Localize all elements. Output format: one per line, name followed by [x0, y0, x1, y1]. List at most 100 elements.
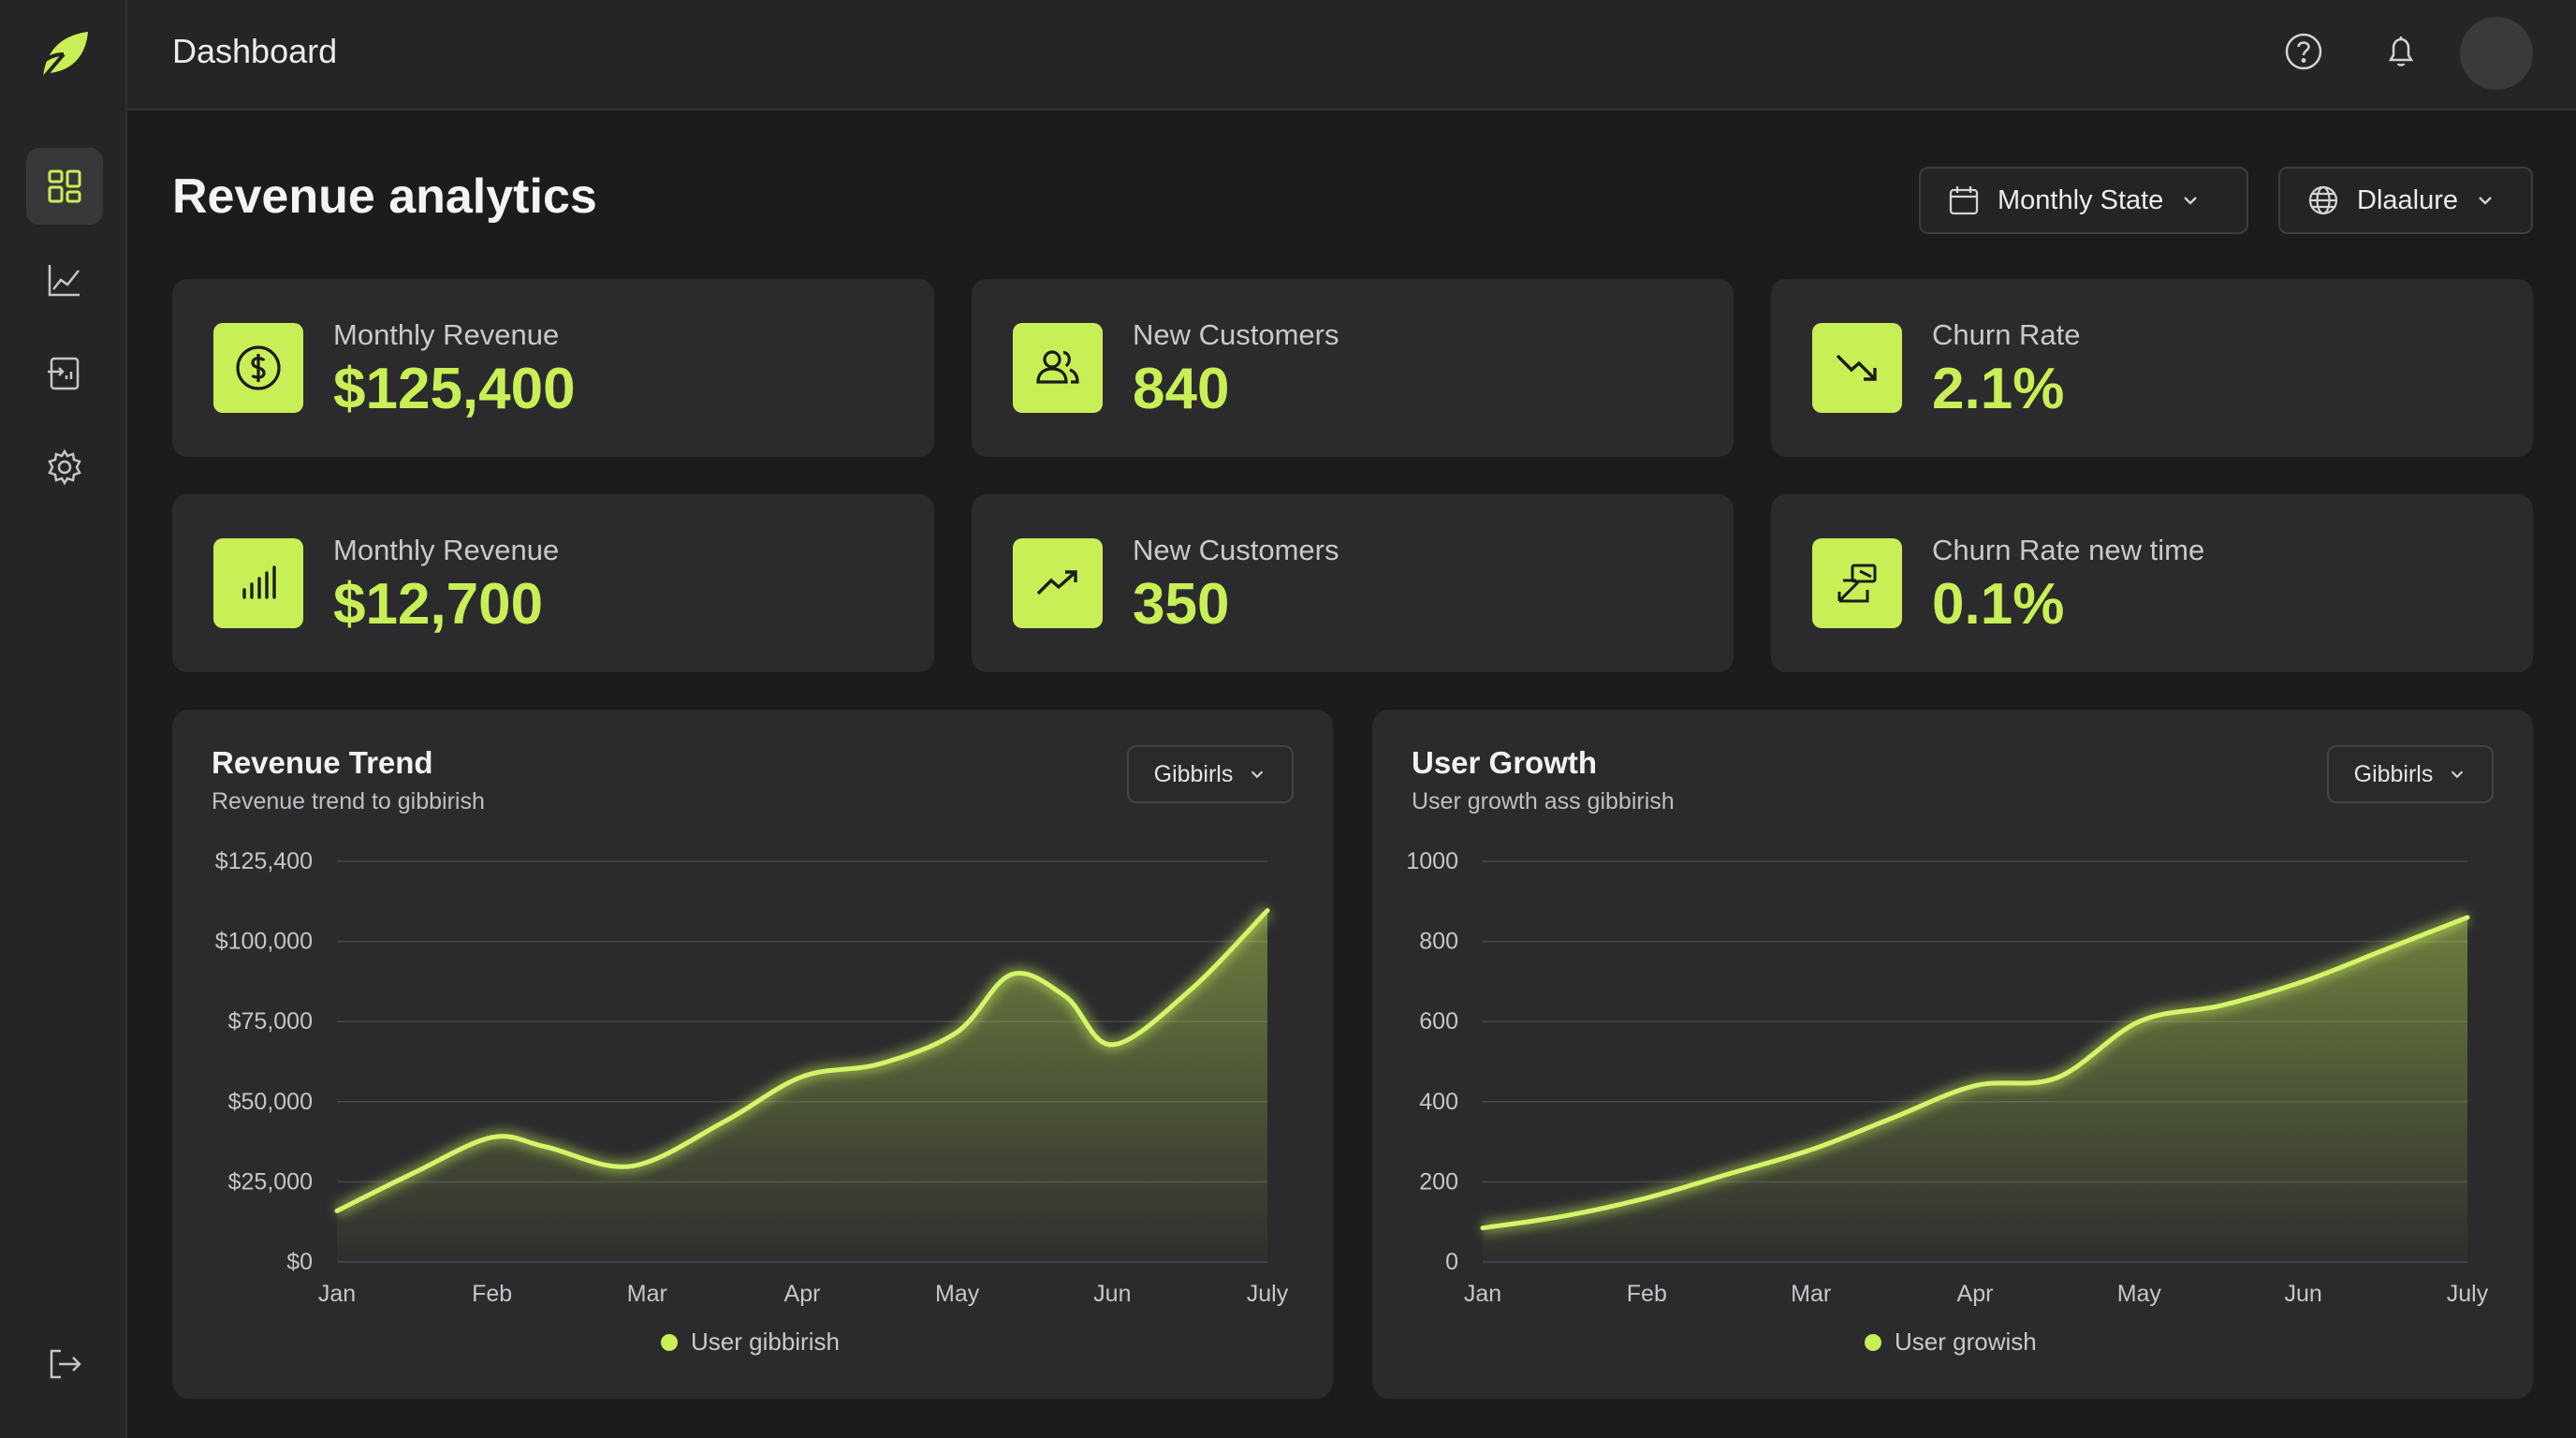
kpi-label: New Customers: [1133, 534, 1339, 566]
kpi-card-new-customers[interactable]: New Customers 840: [972, 279, 1734, 457]
x-tick-label: Apr: [1957, 1281, 1994, 1307]
sidebar: [0, 0, 127, 1438]
trend-up-icon: [1036, 570, 1077, 595]
avatar[interactable]: [2460, 17, 2533, 90]
y-tick-label: $125,400: [215, 848, 313, 874]
y-tick-label: 1000: [1406, 848, 1458, 874]
legend-label: User gibbirish: [691, 1328, 840, 1356]
chart-legend: User growish: [1865, 1328, 2037, 1357]
dollar-icon: [236, 345, 281, 390]
x-tick-label: Jun: [1093, 1281, 1131, 1307]
kpi-icon-box: [1812, 323, 1902, 413]
kpi-value: $12,700: [333, 572, 544, 637]
revenue-trend-panel: $0 $25,000 $50,000 $75,000 $100,000 $125,400 J…: [172, 710, 1333, 1399]
help-icon: [2285, 33, 2322, 70]
sidebar-item-reports[interactable]: [26, 335, 103, 412]
panel-title: Revenue Trend: [212, 745, 433, 780]
chevron-down-icon: [2452, 770, 2464, 779]
top-bar: Dashboard: [127, 0, 2576, 110]
series-line: [334, 908, 1270, 1213]
x-tick-label: Jun: [2285, 1281, 2322, 1307]
x-tick-label: May: [2117, 1281, 2162, 1307]
kpi-card-monthly-revenue[interactable]: Monthly Revenue $125,400: [172, 279, 934, 457]
x-tick-label: Mar: [1791, 1281, 1831, 1307]
kpi-card-churn-rate-new-time[interactable]: Churn Rate new time 0.1%: [1771, 494, 2533, 672]
calendar-icon: [1949, 186, 1979, 215]
sidebar-item-settings[interactable]: [26, 429, 103, 506]
x-tick-label: Jan: [318, 1281, 356, 1307]
dashboard-grid-icon: [48, 169, 81, 203]
x-tick-label: July: [2447, 1281, 2489, 1307]
chevron-down-icon: [2184, 197, 2198, 205]
user-growth-chart: 0 200 400 600 800 1000 Jan Feb Mar Apr May Jun July: [1406, 848, 2489, 1307]
legend-dot: [1865, 1333, 1881, 1351]
kpi-card-new-customers-2[interactable]: New Customers 350: [972, 494, 1734, 672]
notifications-button[interactable]: [2378, 28, 2424, 75]
kpi-value: $125,400: [333, 357, 576, 421]
panel-title: User Growth: [1412, 745, 1598, 780]
y-tick-label: $25,000: [228, 1168, 313, 1195]
panel-subtitle: Revenue trend to gibbirish: [212, 788, 485, 814]
y-tick-label: 800: [1419, 929, 1458, 955]
kpi-icon-box: [213, 538, 303, 628]
x-tick-label: May: [935, 1281, 980, 1307]
x-tick-label: July: [1247, 1281, 1289, 1307]
kpi-label: Monthly Revenue: [333, 534, 560, 566]
chevron-down-icon: [1251, 770, 1264, 779]
kpi-value: 350: [1133, 572, 1230, 637]
users-icon: [1036, 350, 1079, 384]
kpi-card-monthly-revenue-2[interactable]: Monthly Revenue $12,700: [172, 494, 934, 672]
transfer-icon: [1837, 564, 1877, 603]
region-dropdown[interactable]: Dlaalure: [2278, 167, 2533, 234]
revenue-chart-dropdown[interactable]: Gibbirls: [1127, 745, 1294, 803]
sidebar-item-dashboard[interactable]: [26, 148, 103, 225]
y-tick-label: 400: [1419, 1089, 1458, 1115]
x-tick-label: Feb: [472, 1281, 512, 1307]
kpi-icon-box: [1013, 538, 1103, 628]
legend-dot: [661, 1333, 678, 1351]
y-tick-label: $0: [286, 1249, 313, 1275]
y-tick-label: 600: [1419, 1008, 1458, 1034]
kpi-label: Monthly Revenue: [333, 318, 560, 351]
bell-icon: [2388, 37, 2414, 66]
kpi-value: 2.1%: [1932, 357, 2065, 421]
user-growth-chart-dropdown[interactable]: Gibbirls: [2327, 745, 2494, 803]
kpi-label: New Customers: [1133, 318, 1339, 351]
trend-down-icon: [1836, 354, 1877, 381]
x-tick-label: Jan: [1464, 1281, 1501, 1307]
line-chart-icon: [48, 265, 80, 297]
period-dropdown-label: Monthly State: [1998, 184, 2164, 215]
x-tick-label: Mar: [627, 1281, 667, 1307]
dropdown-label: Gibbirls: [1153, 760, 1234, 787]
kpi-value: 840: [1133, 357, 1230, 421]
kpi-label: Churn Rate: [1932, 318, 2081, 351]
gear-icon: [48, 448, 81, 486]
series-area: [337, 910, 1267, 1262]
y-tick-label: $100,000: [215, 929, 313, 955]
kpi-card-churn-rate[interactable]: Churn Rate 2.1%: [1771, 279, 2533, 457]
y-tick-label: 0: [1445, 1249, 1458, 1275]
dropdown-label: Gibbirls: [2353, 760, 2434, 787]
kpi-icon-box: [1013, 323, 1103, 413]
x-tick-label: Feb: [1627, 1281, 1667, 1307]
sidebar-item-analytics[interactable]: [26, 242, 103, 318]
chevron-down-icon: [2479, 197, 2492, 205]
logout-button[interactable]: [26, 1326, 103, 1402]
region-dropdown-label: Dlaalure: [2357, 184, 2458, 215]
report-icon: [48, 357, 80, 390]
app-title: Dashboard: [172, 32, 338, 70]
x-tick-label: Apr: [784, 1281, 821, 1307]
kpi-value: 0.1%: [1932, 572, 2065, 637]
leaf-logo-icon: [39, 32, 88, 82]
help-button[interactable]: [2280, 28, 2327, 75]
revenue-trend-chart: $0 $25,000 $50,000 $75,000 $100,000 $125,400 J…: [215, 848, 1289, 1307]
chart-legend: User gibbirish: [661, 1328, 840, 1357]
panel-subtitle: User growth ass gibbirish: [1412, 788, 1675, 814]
y-tick-label: $50,000: [228, 1089, 313, 1115]
period-dropdown[interactable]: Monthly State: [1919, 167, 2248, 234]
user-growth-panel: 0 200 400 600 800 1000 Jan Feb Mar Apr May Jun July …: [1372, 710, 2533, 1399]
bar-chart-icon: [242, 565, 276, 599]
kpi-icon-box: [213, 323, 303, 413]
y-tick-label: $75,000: [228, 1008, 313, 1034]
y-tick-label: 200: [1419, 1168, 1458, 1195]
